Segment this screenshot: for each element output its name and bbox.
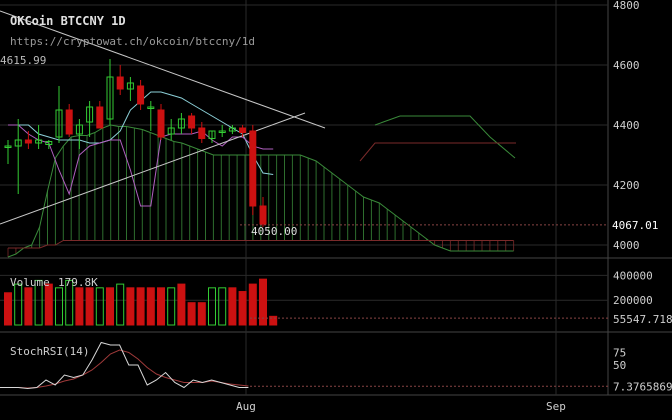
candle-body <box>75 124 83 135</box>
candle-body <box>218 130 226 133</box>
candle-body <box>177 118 185 129</box>
candle-body <box>137 85 145 105</box>
price-tick-label: 4800 <box>613 0 640 12</box>
tenkan-line <box>8 124 274 207</box>
volume-bar <box>228 287 237 326</box>
candle-body <box>35 139 43 144</box>
volume-tick-label: 400000 <box>613 269 653 282</box>
x-tick-label: Aug <box>236 400 256 413</box>
volume-bar <box>116 283 125 326</box>
volume-bar <box>126 287 135 326</box>
volume-bar <box>157 287 165 326</box>
volume-bar <box>4 292 12 326</box>
candle-body <box>4 145 12 148</box>
candle-body <box>86 106 94 123</box>
candle-body <box>24 139 32 144</box>
volume-bar <box>167 287 176 326</box>
stoch-tick-label: 50 <box>613 359 626 372</box>
candle-body <box>239 127 247 133</box>
volume-bar <box>238 291 247 326</box>
volume-bar <box>55 287 63 326</box>
volume-bar <box>95 287 104 326</box>
candle-body <box>249 130 257 207</box>
candle-body <box>106 76 114 120</box>
trendline-up <box>0 112 306 225</box>
candle-body <box>14 139 22 147</box>
candle-body <box>96 106 104 129</box>
volume-bar <box>14 283 23 326</box>
grid-lines <box>0 0 672 396</box>
candle-body <box>126 82 134 90</box>
candle-body <box>45 141 53 145</box>
volume-bar <box>106 287 114 326</box>
last-price-label: 4067.01 <box>612 219 658 232</box>
chart-title: OKCoin BTCCNY 1D <box>10 14 126 28</box>
candle-body <box>116 76 124 90</box>
volume-bar <box>187 302 196 326</box>
chart-url[interactable]: https://cryptowat.ch/okcoin/btccny/1d <box>10 35 255 48</box>
volume-bar <box>24 287 33 326</box>
candle-body <box>208 130 216 139</box>
price-tick-label: 4600 <box>613 59 640 72</box>
candle-body <box>228 127 236 132</box>
volume-bar <box>269 315 278 326</box>
stoch-tick-label: 75 <box>613 347 626 360</box>
volume-bar <box>146 287 155 326</box>
candle-body <box>259 205 267 225</box>
future-span-b <box>359 142 516 162</box>
stoch-last-label: 7.3765869 <box>613 380 672 393</box>
stoch-k-line <box>0 341 249 390</box>
volume-bar <box>65 279 74 326</box>
prev-high-label: 4615.99 <box>0 54 46 67</box>
volume-bar <box>208 287 216 326</box>
volume-bar <box>75 287 84 326</box>
axis-labels: 4800 4600 4400 4200 4000 4067.01 4050.00 Volume… <box>10 0 672 413</box>
volume-current-label: 179.8K <box>58 276 98 289</box>
stochrsi-title: StochRSI(14) <box>10 345 89 358</box>
price-tick-label: 4400 <box>613 119 640 132</box>
x-tick-label: Sep <box>546 400 566 413</box>
candle-body <box>188 115 196 129</box>
volume-bar <box>34 279 43 326</box>
candle-body <box>198 127 206 139</box>
volume-title: Volume <box>10 276 50 289</box>
price-tick-label: 4000 <box>613 239 640 252</box>
volume-bar <box>44 283 53 326</box>
volume-bar <box>259 278 267 326</box>
ichimoku-cloud <box>7 115 516 258</box>
candle-body <box>167 127 175 135</box>
volume-bar <box>85 287 94 326</box>
last-price-box <box>609 216 672 233</box>
future-span-a <box>374 115 516 159</box>
candle-body <box>65 109 73 135</box>
indicator-lines <box>0 10 608 226</box>
candlesticks <box>4 59 267 227</box>
volume-bar <box>136 287 145 326</box>
volume-bar <box>197 302 206 326</box>
volume-bar <box>177 283 186 326</box>
volume-bar <box>218 287 227 326</box>
price-tick-label: 4200 <box>613 179 640 192</box>
candle-body <box>147 106 155 109</box>
low-price-label: 4050.00 <box>251 225 297 238</box>
senkou-span-b <box>8 240 514 249</box>
candle-body <box>55 109 63 138</box>
stochrsi-lines <box>0 341 608 390</box>
volume-bars <box>4 278 608 326</box>
volume-last-label: 55547.718 <box>613 313 672 326</box>
volume-bar <box>248 283 257 326</box>
trendline-down <box>0 10 326 129</box>
candle-body <box>157 109 165 138</box>
volume-tick-label: 200000 <box>613 294 653 307</box>
